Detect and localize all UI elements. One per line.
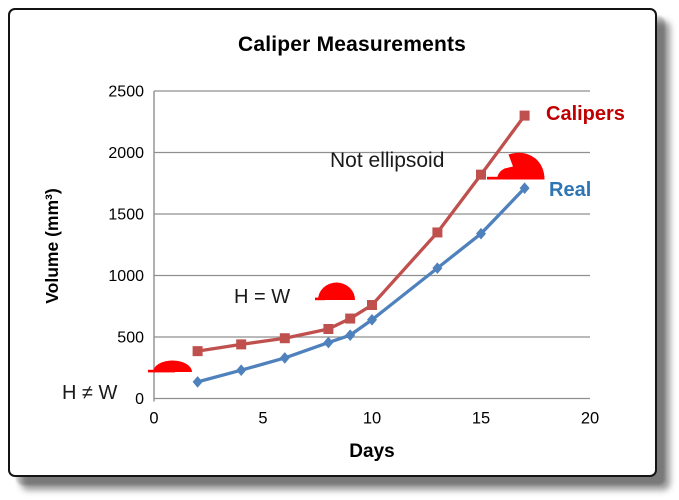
real-marker <box>345 329 356 341</box>
real-marker <box>236 364 247 377</box>
x-tick-label: 15 <box>472 410 490 428</box>
calipers-marker <box>476 169 486 180</box>
y-tick-label: 2500 <box>108 84 144 101</box>
y-tick-label: 500 <box>117 330 144 347</box>
y-tick-label: 1000 <box>108 268 144 285</box>
real-marker <box>519 182 530 194</box>
y-tick-label: 1500 <box>108 207 144 224</box>
x-tick-label: 20 <box>581 410 599 428</box>
calipers-marker <box>279 333 290 344</box>
tumor-shape-flat-icon <box>148 360 192 373</box>
x-tick-label: 5 <box>258 410 267 428</box>
plot-area: 0 500 1000 1500 2000 2500 0 5 10 15 20 <box>108 84 599 428</box>
y-tick-label: 2000 <box>108 145 144 162</box>
x-axis-title: Days <box>349 441 395 462</box>
real-marker <box>367 313 377 326</box>
real-marker <box>323 336 334 349</box>
annotation-h-not-equal-w: H ≠ W <box>62 382 118 404</box>
y-axis-title: Volume (mm³) <box>42 188 62 304</box>
calipers-marker <box>192 346 203 357</box>
annotation-h-equals-w: H = W <box>234 286 291 308</box>
tumor-shape-irregular-icon <box>487 152 545 180</box>
calipers-marker <box>367 300 377 311</box>
calipers-marker <box>323 324 334 335</box>
legend-real: Real <box>549 179 592 201</box>
tumor-shape-dome-icon <box>315 282 355 301</box>
chart-card: Caliper Measurements 0 500 1000 1500 2000 250… <box>8 8 657 477</box>
x-tick-label: 10 <box>363 410 381 428</box>
real-marker <box>476 227 486 240</box>
real-marker <box>279 352 290 364</box>
calipers-marker <box>432 227 443 238</box>
annotation-not-ellipsoid: Not ellipsoid <box>330 149 445 172</box>
calipers-marker <box>345 313 356 324</box>
real-marker <box>432 262 443 274</box>
calipers-marker <box>519 110 530 121</box>
legend-calipers: Calipers <box>546 103 625 125</box>
x-tick-label: 0 <box>149 410 158 428</box>
calipers-marker <box>236 339 247 350</box>
real-marker <box>192 376 203 388</box>
y-tick-label: 0 <box>135 391 144 408</box>
chart-title: Caliper Measurements <box>237 33 467 56</box>
